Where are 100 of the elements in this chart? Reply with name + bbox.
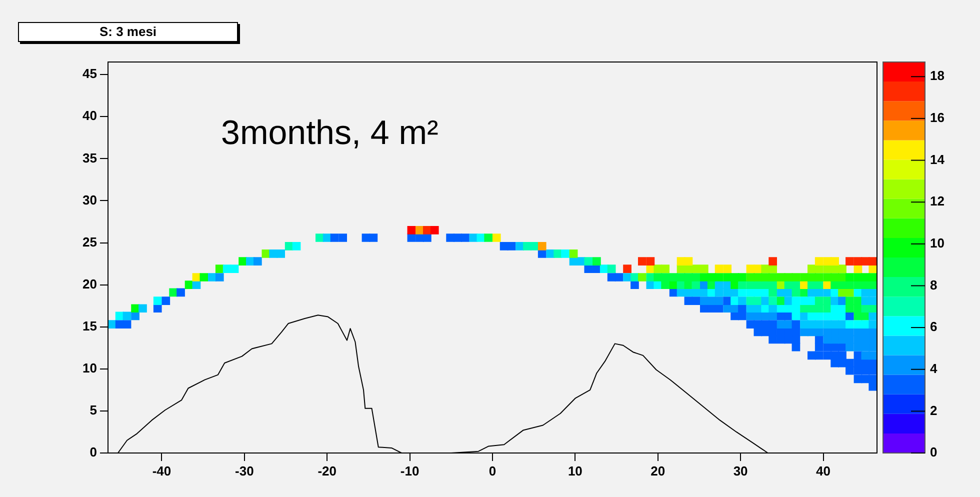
y-tick-label: 25 bbox=[82, 234, 97, 250]
x-tick-label: -10 bbox=[400, 463, 420, 478]
point bbox=[454, 234, 462, 242]
point bbox=[784, 273, 793, 282]
y-tick-label: 30 bbox=[82, 192, 97, 208]
y-tick-label: 0 bbox=[90, 444, 97, 460]
point bbox=[546, 250, 555, 258]
point bbox=[661, 264, 670, 274]
point bbox=[846, 304, 854, 313]
point bbox=[808, 320, 816, 329]
point bbox=[692, 264, 700, 274]
point bbox=[846, 288, 854, 297]
point bbox=[738, 273, 746, 282]
point bbox=[868, 320, 877, 329]
point bbox=[654, 264, 662, 274]
point bbox=[276, 250, 285, 258]
color-bar-label: 18 bbox=[930, 68, 944, 84]
point bbox=[868, 257, 877, 266]
point bbox=[430, 226, 439, 234]
point bbox=[692, 288, 700, 297]
point bbox=[738, 296, 746, 305]
point bbox=[530, 242, 539, 250]
point bbox=[761, 264, 770, 274]
point bbox=[800, 320, 808, 329]
point bbox=[761, 296, 770, 305]
point bbox=[200, 273, 208, 282]
point bbox=[184, 280, 194, 290]
point bbox=[638, 257, 646, 266]
point bbox=[830, 257, 840, 266]
point bbox=[784, 296, 793, 305]
point bbox=[661, 280, 670, 290]
y-tick-label: 10 bbox=[82, 360, 97, 376]
point bbox=[416, 226, 424, 234]
point bbox=[330, 234, 339, 242]
point bbox=[830, 273, 840, 282]
x-tick-label: -30 bbox=[235, 463, 254, 478]
point bbox=[846, 335, 854, 344]
y-tick-label: 35 bbox=[82, 150, 97, 166]
color-bar-label: 2 bbox=[930, 402, 938, 418]
point bbox=[823, 257, 832, 266]
point bbox=[669, 273, 678, 282]
point bbox=[492, 234, 501, 242]
point bbox=[868, 374, 877, 384]
point bbox=[768, 264, 777, 274]
point bbox=[838, 273, 846, 282]
point bbox=[868, 273, 877, 282]
point bbox=[723, 264, 732, 274]
point bbox=[830, 320, 840, 329]
point bbox=[714, 264, 724, 274]
color-bar-label: 4 bbox=[930, 360, 938, 376]
y-tick-label: 5 bbox=[90, 402, 97, 418]
point bbox=[868, 296, 877, 305]
point bbox=[638, 273, 646, 282]
point bbox=[861, 273, 870, 282]
point bbox=[362, 234, 370, 242]
point bbox=[461, 234, 470, 242]
point bbox=[823, 273, 832, 282]
point bbox=[676, 257, 686, 266]
point bbox=[746, 273, 755, 282]
point bbox=[861, 296, 870, 305]
point bbox=[800, 273, 808, 282]
point bbox=[846, 296, 854, 305]
point bbox=[423, 234, 432, 242]
point bbox=[814, 273, 824, 282]
color-bar-label: 14 bbox=[930, 152, 946, 167]
x-tick-label: 10 bbox=[568, 463, 582, 478]
y-tick-label: 45 bbox=[82, 66, 97, 82]
color-bar-label: 12 bbox=[930, 194, 944, 209]
point bbox=[746, 264, 755, 274]
point bbox=[692, 273, 700, 282]
x-tick-label: 20 bbox=[650, 463, 666, 478]
y-tick-label: 40 bbox=[82, 108, 97, 124]
y-tick-label: 15 bbox=[82, 318, 97, 334]
point bbox=[814, 257, 824, 266]
point bbox=[407, 226, 416, 234]
annotation: 3months, 4 m² bbox=[221, 114, 438, 152]
point bbox=[654, 273, 662, 282]
point bbox=[523, 242, 532, 250]
point bbox=[269, 250, 278, 258]
point bbox=[861, 257, 870, 266]
point bbox=[284, 242, 294, 250]
point bbox=[846, 280, 854, 290]
point bbox=[446, 234, 455, 242]
point bbox=[714, 273, 724, 282]
point bbox=[700, 264, 708, 274]
point bbox=[684, 257, 693, 266]
point bbox=[238, 257, 247, 266]
color-bar-label: 6 bbox=[930, 319, 938, 334]
point bbox=[868, 366, 877, 375]
point bbox=[846, 358, 854, 368]
color-bar-label: 10 bbox=[930, 235, 944, 250]
point bbox=[776, 273, 786, 282]
point bbox=[838, 264, 846, 274]
color-bar-label: 0 bbox=[930, 444, 938, 460]
point bbox=[484, 234, 493, 242]
y-tick-label: 20 bbox=[82, 276, 97, 292]
point bbox=[338, 234, 348, 242]
point bbox=[646, 257, 655, 266]
point bbox=[768, 273, 777, 282]
point bbox=[569, 250, 578, 258]
